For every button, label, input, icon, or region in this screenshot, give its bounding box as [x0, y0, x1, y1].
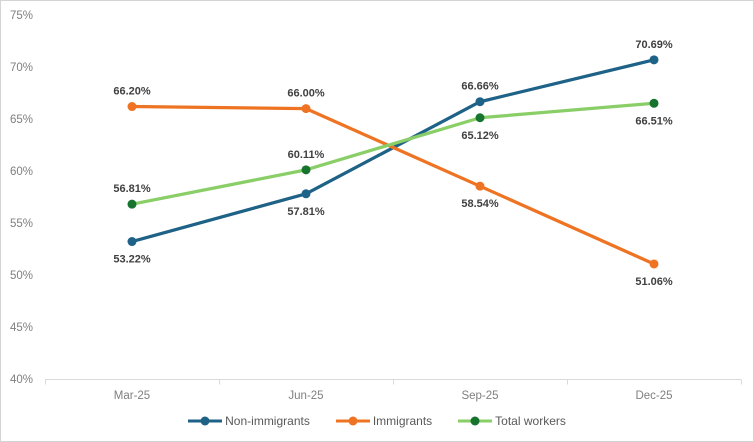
- line-chart-plot-area: 75% 70% 65% 60% 55% 50% 45% 40% Mar-25 Jun-25 Sep-…: [10, 10, 742, 402]
- x-axis-category-label: Mar-25: [114, 390, 150, 402]
- data-point-marker: [127, 199, 137, 209]
- y-axis-tick-label: 60%: [10, 166, 33, 178]
- legend-label: Immigrants: [372, 414, 433, 428]
- data-point-label: 66.00%: [287, 88, 325, 100]
- legend-item-total-workers: Total workers: [458, 414, 566, 428]
- series-line-non-immigrants: [130, 58, 656, 244]
- series-line-immigrants: [130, 104, 656, 266]
- data-point-marker: [127, 237, 137, 247]
- data-point-label: 70.69%: [635, 39, 673, 51]
- data-point-marker: [649, 55, 659, 65]
- data-point-marker: [649, 259, 659, 269]
- legend-swatch-dot: [200, 416, 210, 426]
- data-point-label: 51.06%: [635, 276, 673, 288]
- x-axis-category-label: Dec-25: [635, 390, 672, 402]
- y-axis-tick-label: 50%: [10, 270, 33, 282]
- data-point-label: 53.22%: [113, 254, 151, 266]
- legend-label: Total workers: [495, 414, 566, 428]
- data-point-label: 57.81%: [287, 206, 325, 218]
- x-axis-category-label: Jun-25: [288, 390, 323, 402]
- data-point-marker: [475, 113, 485, 123]
- legend-swatch-dot: [470, 416, 480, 426]
- data-point-marker: [301, 104, 311, 114]
- y-axis-tick-label: 75%: [10, 10, 33, 22]
- data-point-label: 65.12%: [461, 130, 499, 142]
- data-point-label: 58.54%: [461, 198, 499, 210]
- legend-label: Non-immigrants: [225, 414, 310, 428]
- legend-item-non-immigrants: Non-immigrants: [188, 414, 310, 428]
- y-axis-tick-label: 70%: [10, 62, 33, 74]
- x-axis-category-label: Sep-25: [461, 390, 498, 402]
- data-point-label: 66.51%: [635, 115, 673, 127]
- legend-line-marker-icon: [188, 416, 223, 426]
- data-point-marker: [475, 181, 485, 191]
- data-point-marker: [301, 189, 311, 199]
- legend-item-immigrants: Immigrants: [335, 414, 433, 428]
- y-axis-tick-label: 40%: [10, 374, 33, 386]
- y-axis-tick-label: 55%: [10, 218, 33, 230]
- series-line-total-workers: [130, 101, 656, 206]
- legend-swatch-dot: [348, 416, 358, 426]
- data-point-label: 56.81%: [113, 183, 151, 195]
- data-point-label: 66.66%: [461, 81, 499, 93]
- y-axis-tick-label: 65%: [10, 114, 33, 126]
- data-point-marker: [127, 102, 137, 112]
- legend-line-marker-icon: [458, 416, 493, 426]
- data-point-marker: [301, 165, 311, 175]
- data-point-marker: [649, 98, 659, 108]
- chart-legend: Non-immigrants Immigrants Total workers: [1, 405, 753, 437]
- data-point-label: 60.11%: [288, 149, 325, 161]
- legend-line-marker-icon: [335, 416, 370, 426]
- data-point-marker: [475, 97, 485, 107]
- y-axis-tick-label: 45%: [10, 322, 33, 334]
- data-point-label: 66.20%: [113, 86, 151, 98]
